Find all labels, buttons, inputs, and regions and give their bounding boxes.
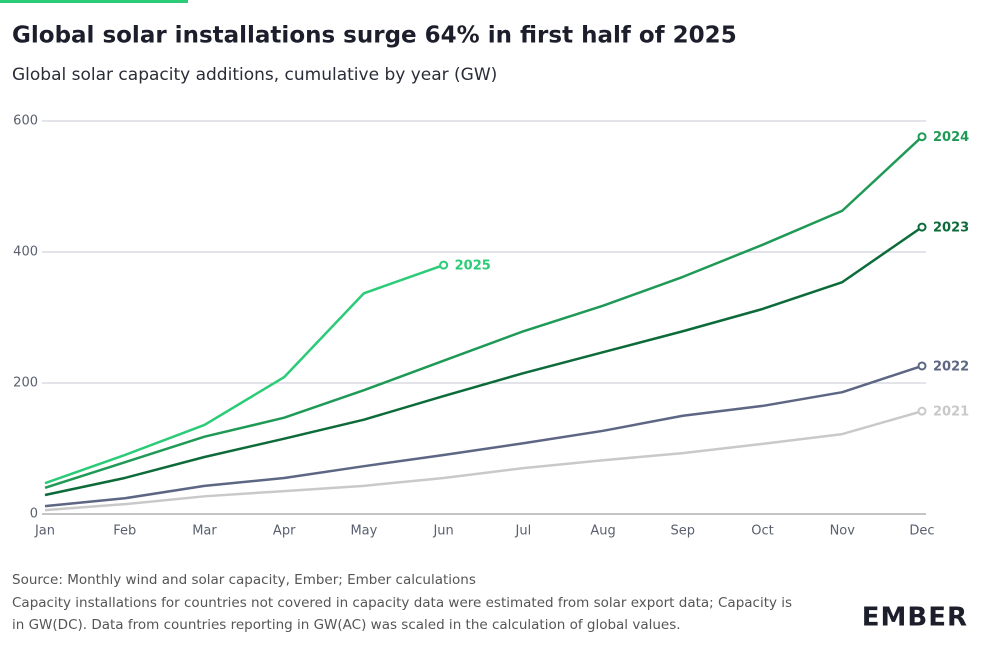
x-tick-label: Sep [671,524,696,539]
x-tick-label: Apr [273,524,296,539]
x-tick-label: Aug [590,524,615,539]
x-tick-label: Oct [751,524,773,539]
series-label: 2025 [455,259,491,274]
x-tick-label: Jul [515,524,532,539]
end-marker [917,222,927,232]
x-tick-label: May [350,524,377,539]
x-tick-label: Nov [830,524,856,539]
chart-subtitle: Global solar capacity additions, cumulat… [12,65,497,85]
series-label: 2023 [933,221,969,236]
series-line [44,364,923,508]
x-tick-label: Dec [909,524,934,539]
series-line [44,226,923,497]
y-tick-label: 600 [13,114,38,129]
end-marker [917,132,927,142]
y-tick-label: 200 [13,376,38,391]
series-line [44,135,923,489]
source: Source: Monthly wind and solar capacity,… [12,572,476,588]
logo: EMBER [862,603,968,633]
chart-title: Global solar installations surge 64% in … [12,23,737,49]
end-marker [917,406,927,416]
note: in GW(DC). Data from countries reporting… [12,617,681,633]
end-marker [439,260,449,270]
series-label: 2021 [933,405,969,420]
series-label: 2024 [933,130,969,145]
series-line [44,263,445,485]
accent-bar [0,0,188,3]
x-tick-label: Jan [34,524,55,539]
series-line [44,409,923,512]
x-tick-label: Mar [192,524,217,539]
y-tick-label: 0 [30,507,38,522]
y-tick-label: 400 [13,245,38,260]
x-tick-label: Feb [113,524,136,539]
x-tick-label: Jun [432,524,453,539]
series-label: 2022 [933,359,969,374]
end-marker [917,361,927,371]
note: Capacity installations for countries not… [12,595,792,611]
